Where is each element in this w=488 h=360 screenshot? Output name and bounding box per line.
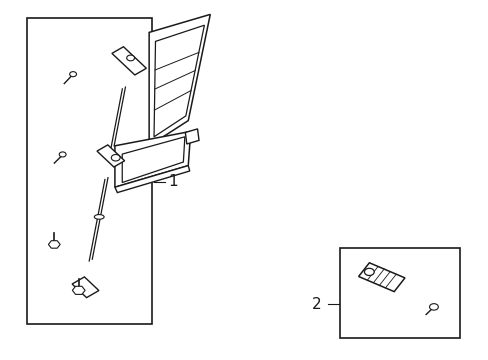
- Polygon shape: [72, 277, 99, 298]
- Polygon shape: [358, 263, 404, 292]
- Polygon shape: [154, 25, 204, 137]
- Text: 2: 2: [311, 297, 321, 312]
- Circle shape: [126, 55, 134, 61]
- Polygon shape: [97, 145, 124, 167]
- Circle shape: [364, 268, 373, 275]
- Bar: [339, 248, 459, 338]
- Polygon shape: [112, 47, 146, 75]
- Polygon shape: [115, 131, 190, 187]
- Polygon shape: [48, 241, 60, 248]
- Circle shape: [59, 152, 66, 157]
- Polygon shape: [72, 286, 85, 294]
- Polygon shape: [122, 137, 184, 183]
- Bar: [27, 18, 151, 324]
- Text: 1: 1: [168, 174, 178, 189]
- Circle shape: [69, 72, 76, 77]
- Polygon shape: [185, 129, 199, 144]
- Polygon shape: [115, 166, 189, 193]
- Circle shape: [111, 154, 120, 161]
- Circle shape: [428, 303, 437, 310]
- Ellipse shape: [94, 215, 104, 219]
- Polygon shape: [149, 14, 210, 146]
